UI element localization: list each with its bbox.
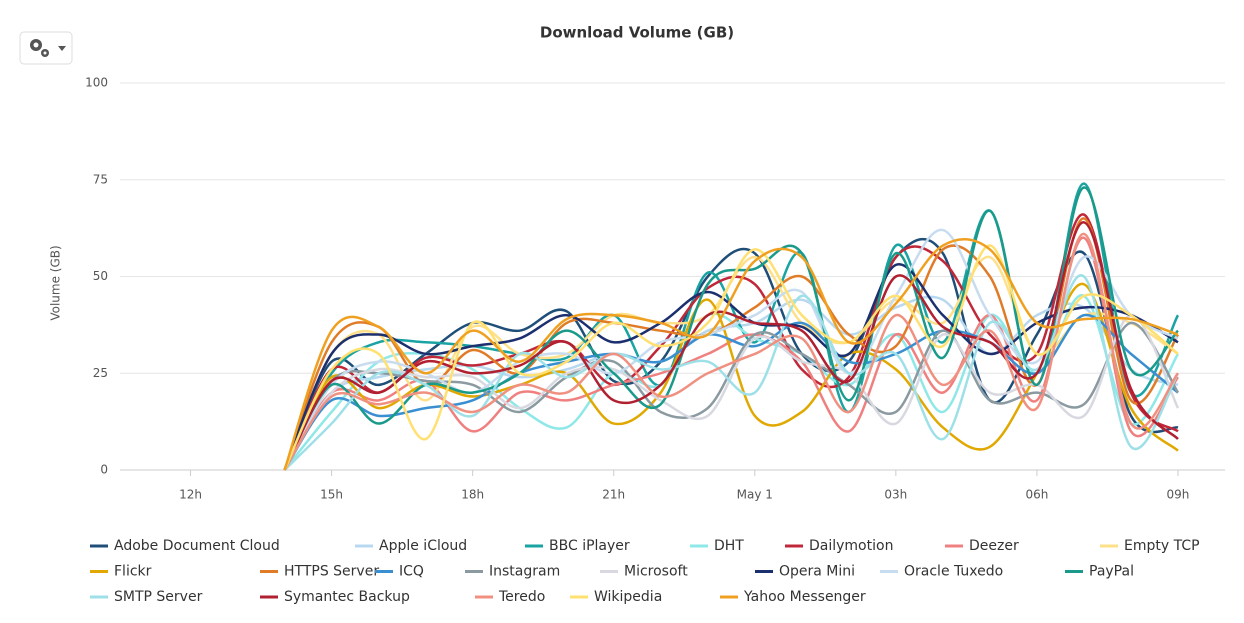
legend-label: Teredo [498, 589, 545, 605]
series-line [283, 221, 1179, 471]
series-line [283, 228, 1179, 471]
series-line [283, 238, 1179, 471]
series-line [283, 213, 1179, 471]
legend-label: Oracle Tuxedo [904, 564, 1003, 580]
legend-label: Adobe Document Cloud [114, 538, 280, 554]
x-tick-label: 18h [461, 488, 484, 502]
series-line [283, 263, 1179, 471]
legend-label: Flickr [114, 564, 152, 580]
legend-label: Yahoo Messenger [743, 589, 866, 605]
y-tick-label: 50 [93, 269, 108, 283]
x-tick-label: 12h [179, 488, 202, 502]
chart-title: Download Volume (GB) [540, 24, 734, 42]
x-tick-label: 21h [602, 488, 625, 502]
y-tick-label: 0 [100, 463, 108, 477]
x-tick-label: 09h [1167, 488, 1190, 502]
x-tick-label: 03h [884, 488, 907, 502]
legend-label: HTTPS Server [284, 564, 379, 580]
series-line [283, 244, 1179, 471]
y-axis-label: Volume (GB) [49, 245, 63, 320]
x-tick-label: May 1 [737, 488, 773, 502]
series-line [283, 217, 1180, 471]
legend-label: ICQ [399, 564, 424, 580]
legend-label: Empty TCP [1124, 538, 1200, 554]
legend-label: Dailymotion [809, 538, 893, 554]
x-tick-label: 15h [320, 488, 343, 502]
series-line [283, 232, 1179, 471]
series-line [283, 321, 1180, 471]
series-line [283, 313, 1180, 471]
legend-label: Deezer [969, 538, 1019, 554]
y-tick-label: 75 [93, 172, 108, 186]
legend-label: Apple iCloud [379, 538, 467, 554]
legend-label: Instagram [489, 564, 560, 580]
legend-label: BBC iPlayer [549, 538, 630, 554]
legend-label: Microsoft [624, 564, 688, 580]
legend-label: DHT [714, 538, 744, 554]
legend-label: Symantec Backup [284, 589, 410, 605]
legend-label: SMTP Server [114, 589, 203, 605]
settings-button[interactable] [19, 31, 73, 65]
x-tick-label: 06h [1025, 488, 1048, 502]
legend-label: PayPal [1089, 564, 1134, 580]
y-tick-label: 25 [93, 366, 108, 380]
legend-label: Opera Mini [779, 564, 855, 580]
series-line [283, 186, 1179, 471]
y-tick-label: 100 [85, 76, 108, 90]
legend-label: Wikipedia [594, 589, 662, 605]
